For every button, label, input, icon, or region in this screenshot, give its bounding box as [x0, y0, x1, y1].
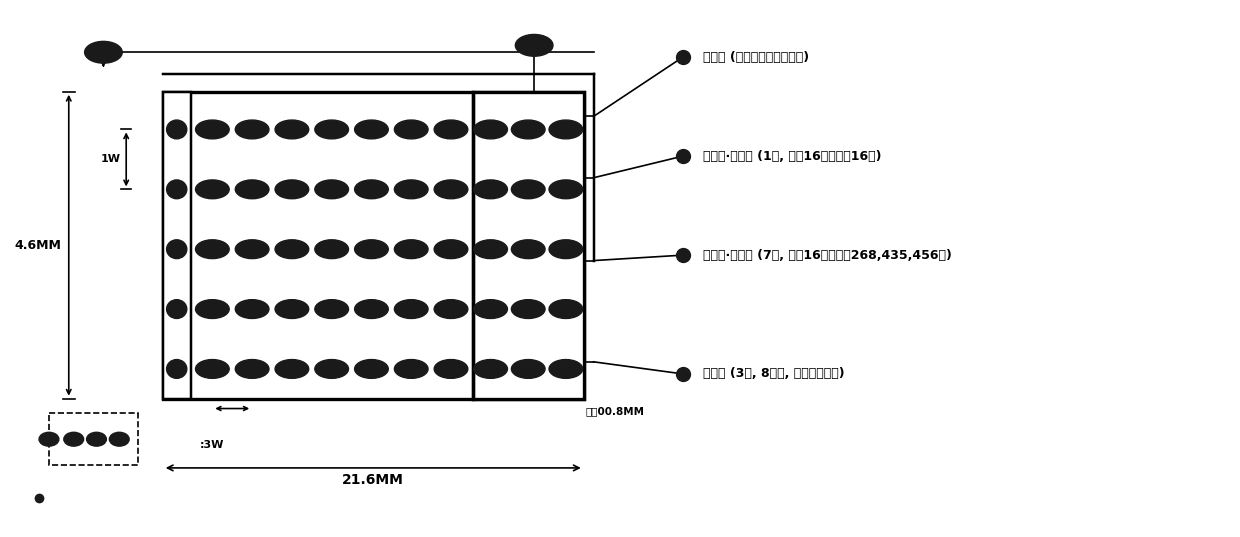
Text: 数据区·流水码 (7位, 纵向16进制支持268,435,456个): 数据区·流水码 (7位, 纵向16进制支持268,435,456个): [703, 249, 951, 262]
Ellipse shape: [275, 300, 309, 318]
Ellipse shape: [196, 360, 229, 379]
Ellipse shape: [315, 120, 348, 139]
Ellipse shape: [315, 300, 348, 318]
Bar: [162, 92, 584, 398]
Ellipse shape: [549, 360, 583, 379]
Ellipse shape: [474, 240, 507, 259]
Text: 标志区 (行列定位及方向定位): 标志区 (行列定位及方向定位): [703, 50, 808, 64]
Ellipse shape: [394, 180, 428, 199]
Ellipse shape: [434, 240, 467, 259]
Ellipse shape: [394, 240, 428, 259]
Ellipse shape: [474, 360, 507, 379]
Ellipse shape: [236, 300, 269, 318]
Ellipse shape: [236, 120, 269, 139]
Ellipse shape: [236, 360, 269, 379]
Ellipse shape: [511, 180, 546, 199]
Text: 21.6MM: 21.6MM: [342, 473, 404, 487]
Ellipse shape: [549, 120, 583, 139]
Ellipse shape: [474, 120, 507, 139]
Text: 数据区·厂别码 (1位, 纵向16进制支持16个): 数据区·厂别码 (1位, 纵向16进制支持16个): [703, 150, 880, 163]
Ellipse shape: [196, 120, 229, 139]
Ellipse shape: [166, 240, 187, 259]
Ellipse shape: [63, 432, 83, 446]
Ellipse shape: [474, 180, 507, 199]
Ellipse shape: [275, 240, 309, 259]
Bar: [472, 92, 584, 398]
Ellipse shape: [166, 120, 187, 139]
Ellipse shape: [394, 300, 428, 318]
Text: :3W: :3W: [200, 440, 224, 450]
Ellipse shape: [355, 240, 388, 259]
Ellipse shape: [549, 240, 583, 259]
Ellipse shape: [434, 360, 467, 379]
Ellipse shape: [516, 34, 553, 56]
Ellipse shape: [87, 432, 107, 446]
Text: 1W: 1W: [100, 155, 120, 164]
Ellipse shape: [236, 240, 269, 259]
Ellipse shape: [511, 240, 546, 259]
Ellipse shape: [549, 300, 583, 318]
Ellipse shape: [355, 300, 388, 318]
Ellipse shape: [394, 120, 428, 139]
Ellipse shape: [166, 300, 187, 318]
Ellipse shape: [275, 360, 309, 379]
Bar: [48, 413, 138, 465]
Ellipse shape: [355, 360, 388, 379]
Bar: [162, 92, 191, 398]
Ellipse shape: [275, 180, 309, 199]
Ellipse shape: [196, 180, 229, 199]
Ellipse shape: [511, 300, 546, 318]
Ellipse shape: [394, 360, 428, 379]
Ellipse shape: [355, 180, 388, 199]
Text: 孔冉00.8MM: 孔冉00.8MM: [585, 407, 645, 417]
Ellipse shape: [109, 432, 129, 446]
Ellipse shape: [511, 120, 546, 139]
Ellipse shape: [196, 300, 229, 318]
Ellipse shape: [355, 120, 388, 139]
Ellipse shape: [166, 360, 187, 379]
Ellipse shape: [511, 360, 546, 379]
Ellipse shape: [315, 180, 348, 199]
Ellipse shape: [166, 180, 187, 199]
Ellipse shape: [315, 360, 348, 379]
Ellipse shape: [275, 120, 309, 139]
Text: 校验区 (3位, 8进制, 横向孔数校验): 校验区 (3位, 8进制, 横向孔数校验): [703, 367, 844, 380]
Ellipse shape: [474, 300, 507, 318]
Ellipse shape: [434, 180, 467, 199]
Ellipse shape: [38, 432, 58, 446]
Text: 4.6MM: 4.6MM: [14, 239, 61, 252]
Ellipse shape: [434, 300, 467, 318]
Ellipse shape: [434, 120, 467, 139]
Ellipse shape: [315, 240, 348, 259]
Ellipse shape: [196, 240, 229, 259]
Ellipse shape: [236, 180, 269, 199]
Ellipse shape: [549, 180, 583, 199]
Ellipse shape: [84, 41, 123, 63]
